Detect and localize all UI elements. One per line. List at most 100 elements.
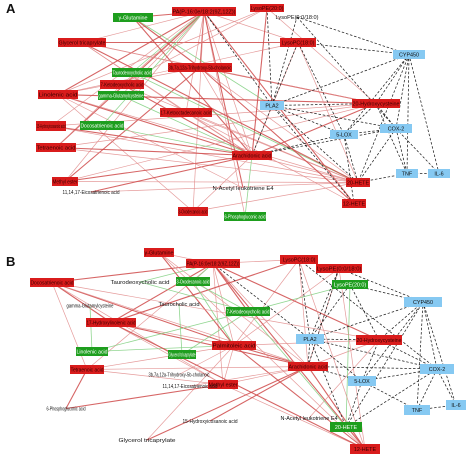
dashed-edge-hydroxy20-lpe200 xyxy=(349,284,380,341)
edge-arach-phos6 xyxy=(244,155,253,217)
node-box-cox2 xyxy=(420,364,454,374)
node-label-glut: γ-Glutamine xyxy=(118,15,147,21)
edge-docos-hydroxy17 xyxy=(51,282,112,323)
edge-docos-arach xyxy=(101,125,253,156)
node-box-lpc180 xyxy=(280,255,318,264)
node-glyc: Glycerol tricaprylate xyxy=(58,38,106,47)
node-phos6: 6-Phosphogluconic acid xyxy=(47,406,86,412)
edge-oxo3-palm xyxy=(192,281,235,346)
node-docos: Docosatrienoic acid xyxy=(30,278,74,287)
node-box-il6 xyxy=(428,169,450,178)
dashed-edge-lox5-hydroxy20 xyxy=(343,103,377,135)
node-eicosadienoic: 11,14,17-Eicosatrienoic acid xyxy=(163,384,218,390)
edge-glycerol2-arach xyxy=(146,365,309,441)
node-ketooctadec17: 17-Ketooctadecanoic acid xyxy=(160,108,212,117)
node-hete20: 20-HETE xyxy=(330,422,362,432)
dashed-edge-cyp450-hydroxy20 xyxy=(378,301,424,341)
dashed-edge-cyp450-lpc180 xyxy=(297,42,410,55)
node-label-docos: Docosatrienoic acid xyxy=(31,280,74,286)
edge-docos-palm xyxy=(51,281,235,347)
dashed-edge-cox2-hete20 xyxy=(357,128,397,183)
dashed-edge-lox5-hete20 xyxy=(343,134,359,183)
edge-chol-hete20 xyxy=(199,67,359,183)
dashed-edge-pla2-lpe200 xyxy=(309,284,351,340)
dashed-edge-pla2-cyp450 xyxy=(309,301,424,340)
node-label-cox2: COX-2 xyxy=(429,367,445,373)
dashed-edge-cox2-lpe180 xyxy=(296,16,397,129)
node-label-keto7: 7-Ketodeoxycholic acid xyxy=(227,309,270,315)
edge-hydroxy20-lpe200 xyxy=(266,7,377,104)
edge-pa-arach xyxy=(203,11,253,156)
edge-hydroxy17-methyl xyxy=(110,322,224,385)
node-label-il6: IL-6 xyxy=(451,403,460,409)
node-box-pa xyxy=(186,259,240,268)
node-box-docos xyxy=(80,121,124,130)
edge-arach-hydroxy20 xyxy=(251,102,377,157)
edge-hydroxy15-arach xyxy=(209,366,309,422)
node-tnf: TNF xyxy=(396,169,418,178)
node-pa: PA(P-16:0e/18:2(9Z,12Z)) xyxy=(186,259,240,268)
node-lox5: 5-LOX xyxy=(348,376,376,386)
dashed-edge-lpe180-cyp450 xyxy=(338,268,424,303)
node-box-hydroxy15 xyxy=(36,121,66,131)
node-box-methyl xyxy=(208,380,238,389)
node-label-phos6: 6-Phosphogluconic acid xyxy=(225,214,266,220)
node-leuk: N-Acetyl leukotriene E4 xyxy=(213,186,274,192)
node-label-chol: 3b,7a,12a-Trihydroxy-5b-cholanoic xyxy=(149,372,210,378)
edge-tetraenoic-hete20 xyxy=(55,147,359,183)
dashed-edge-cyp450-hydroxy20 xyxy=(375,54,410,104)
edge-pa-hydroxy20 xyxy=(212,263,380,341)
node-il6: IL-6 xyxy=(446,400,466,410)
node-label-lpe180: LysoPE(0:0/18:0) xyxy=(276,15,319,21)
edge-hete20-oxo3 xyxy=(192,182,359,212)
dashed-edge-lox5-hete20 xyxy=(345,380,363,428)
edge-glyc-ketooctadec17 xyxy=(81,42,187,113)
node-label-linolenic: Linolenic acid xyxy=(39,92,78,98)
node-tetraenoic: Tetraenoic acid xyxy=(36,143,76,152)
node-label-eicosadienoic: 11,14,17-Eicosatrienoic acid xyxy=(63,190,120,196)
panel-a: A γ-Glutamine PA(P-16:0e/18:2(9Z,12Z)) Lys… xyxy=(6,1,450,221)
edge-lpe200-arach xyxy=(251,7,268,156)
node-arach: Arachidonic acid xyxy=(232,151,272,160)
node-box-tetraenoic xyxy=(70,365,104,374)
node-label-pa: PA(P-16:0e/18:2(9Z,12Z)) xyxy=(187,261,240,267)
edge-glut-pla2 xyxy=(132,17,273,106)
edge-taur-hete20 xyxy=(131,72,359,183)
edge-pa-methyl xyxy=(212,263,224,385)
edge-pa-hete12 xyxy=(212,263,366,450)
node-label-hete12: 12-HETE xyxy=(343,201,366,207)
node-pa: PA(P-16:0e/18:2(9Z,12Z)) xyxy=(172,7,236,16)
edge-gamma-arach xyxy=(120,95,253,156)
node-label-hydroxy15: 15-Hydroxyicosanoic acid xyxy=(37,124,66,130)
node-box-methyl xyxy=(52,177,78,186)
node-box-lpe200 xyxy=(250,4,284,12)
node-hydroxy20: 20-Hydroxycysteine xyxy=(356,335,402,345)
node-box-taur xyxy=(112,68,152,77)
node-label-tnf: TNF xyxy=(402,171,413,177)
dashed-edge-cox2-tnf xyxy=(395,128,408,174)
edge-linolenic-keto7 xyxy=(91,311,249,352)
node-keto7: 7-Ketodeoxycholic acid xyxy=(226,307,270,316)
dashed-edge-cyp450-tnf xyxy=(406,54,410,174)
node-box-pla2 xyxy=(296,334,324,344)
node-pla2: PLA2 xyxy=(260,101,284,110)
node-tnf: TNF xyxy=(404,405,430,415)
edge-hydroxy20-glyc xyxy=(81,42,377,104)
node-box-tnf xyxy=(396,169,418,178)
node-arach: Arachidonic acid xyxy=(288,362,328,371)
node-hete12: 12-HETE xyxy=(350,444,380,454)
edge-pa-docos xyxy=(101,11,205,126)
node-cyp450: CYP450 xyxy=(404,297,442,307)
node-label-lox5: 5-LOX xyxy=(336,132,352,138)
dashed-edge-lox5-hydroxy20 xyxy=(361,339,380,382)
edge-hete20-lpc180 xyxy=(297,42,359,183)
node-label-cyp450: CYP450 xyxy=(413,300,433,306)
node-keto7: 7-Ketodeoxycholic acid xyxy=(100,80,144,89)
node-box-oxo3 xyxy=(178,207,208,216)
edge-methyl-arach xyxy=(64,154,253,183)
node-linolenic: Linolenic acid xyxy=(76,347,108,356)
edge-methyl-hete12 xyxy=(222,384,366,450)
edge-linolenic-hete20 xyxy=(57,94,359,183)
node-box-gamma xyxy=(98,91,144,100)
node-label-lpe200: LysoPE(20:0) xyxy=(334,282,367,288)
